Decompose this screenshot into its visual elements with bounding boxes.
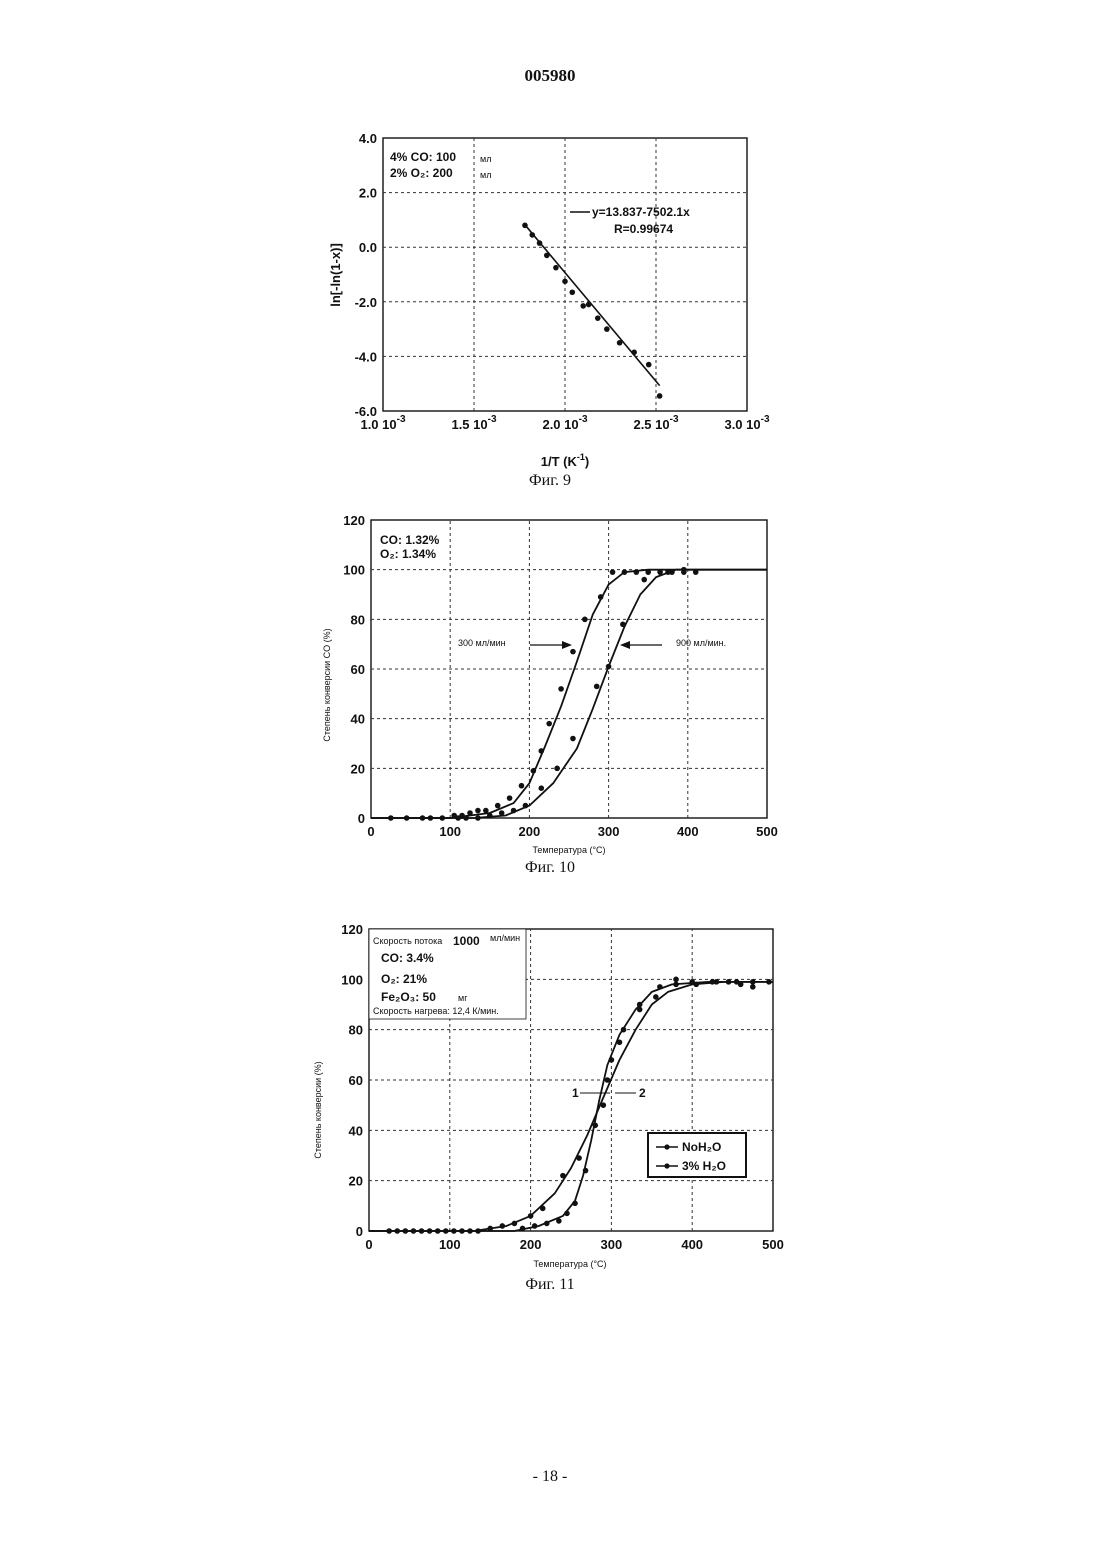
fig11-ytick-3: 60 [349, 1073, 363, 1088]
figure-11-caption: Фиг. 11 [0, 1276, 1100, 1294]
fig11-xtick-2: 200 [520, 1237, 542, 1252]
fig11-series-0-point-19 [601, 1102, 607, 1108]
fig11-legend: NoH₂O 3% H₂O [648, 1133, 746, 1177]
fig11-series-1-point-2 [544, 1221, 550, 1227]
fig11-condition-flow: Скорость потока [373, 936, 442, 946]
fig11-condition-heating: Скорость нагрева: 12,4 К/мин. [373, 1006, 499, 1016]
fig11-xtick-4: 400 [681, 1237, 703, 1252]
fig11-series-1-point-7 [592, 1123, 598, 1129]
fig11-condition-fe2o3-unit: мг [458, 993, 468, 1003]
fig11-series-1-point-16 [738, 982, 744, 988]
fig11-series-0-point-13 [500, 1223, 506, 1229]
fig11-series-1-point-15 [726, 979, 732, 985]
fig11-xtick-0: 0 [365, 1237, 372, 1252]
fig11-condition-flow-value: 1000 [453, 934, 480, 948]
fig11-condition-co: CO: 3.4% [381, 951, 434, 965]
page-number: - 18 - [0, 1468, 1100, 1486]
fig11-ytick-0: 0 [356, 1224, 363, 1239]
fig11-series-1-point-4 [564, 1211, 570, 1217]
fig11-ytick-1: 20 [349, 1174, 363, 1189]
fig11-y-axis-label: Степень конверсии (%) [313, 1061, 323, 1158]
fig11-series-1-point-14 [710, 979, 716, 985]
fig11-series-1-point-5 [572, 1201, 578, 1207]
fig11-series-1-point-12 [673, 977, 679, 983]
fig11-series-0-point-14 [512, 1221, 518, 1227]
fig11-conditions-box: Скорость потока 1000 мл/мин CO: 3.4% O₂:… [369, 929, 526, 1019]
fig11-legend-3pct-h2o: 3% H₂O [682, 1159, 726, 1173]
fig11-series-1-point-1 [532, 1223, 538, 1229]
fig11-ytick-2: 40 [349, 1123, 363, 1138]
fig11-series-1-point-17 [750, 984, 756, 990]
fig11-series-0-point-16 [540, 1206, 546, 1212]
fig11-series-1-point-13 [689, 979, 695, 985]
fig11-curve-label-2: 2 [639, 1086, 646, 1100]
fig11-ytick-4: 80 [349, 1023, 363, 1038]
fig11-x-axis-label: Температура (°C) [533, 1259, 606, 1269]
fig11-series-0-point-17 [560, 1173, 566, 1179]
fig11-series-1-point-3 [556, 1218, 562, 1224]
fig11-series-0-point-23 [653, 994, 659, 1000]
fig11-curve-label-1: 1 [572, 1086, 579, 1100]
fig11-condition-fe2o3: Fe₂O₃: 50 [381, 990, 436, 1004]
fig11-legend-no-h2o: NoH₂O [682, 1140, 721, 1154]
fig11-xtick-1: 100 [439, 1237, 461, 1252]
fig11-ytick-6: 120 [341, 922, 363, 937]
fig11-curve-labels: 1 2 [572, 1086, 646, 1100]
fig11-series-1-point-11 [657, 984, 663, 990]
fig11-series-0-point-18 [576, 1155, 582, 1161]
fig11-xtick-3: 300 [601, 1237, 623, 1252]
fig11-series-1-point-0 [520, 1226, 526, 1232]
fig11-series-0-point-15 [528, 1213, 534, 1219]
fig11-series-1-point-8 [605, 1077, 611, 1083]
fig11-series-1-point-6 [583, 1168, 589, 1174]
fig11-condition-flow-unit: мл/мин [490, 933, 520, 943]
fig11-xtick-5: 500 [762, 1237, 784, 1252]
fig11-series-1-point-10 [637, 1002, 643, 1008]
fig11-series-1-point-9 [617, 1039, 623, 1045]
fig11-condition-o2: O₂: 21% [381, 972, 427, 986]
fig11-ytick-5: 100 [341, 972, 363, 987]
